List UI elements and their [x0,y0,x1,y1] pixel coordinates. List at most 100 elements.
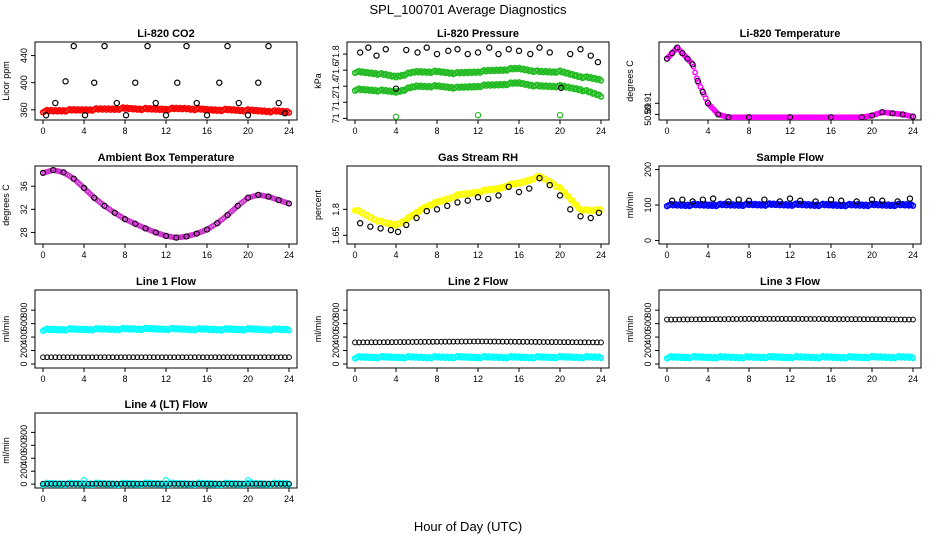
data-point [77,480,83,487]
data-point [191,480,198,487]
data-point [540,339,547,345]
data-point [224,480,231,487]
data-point [282,354,288,361]
data-point [725,316,732,322]
data-point [367,223,374,230]
data-point [454,199,461,206]
x-tick-label: 0 [40,126,45,136]
data-point [48,354,55,361]
data-point [389,339,395,346]
y-tick-label: 600 [331,316,341,331]
data-point [403,46,410,54]
data-point [745,114,753,121]
data-point [257,480,264,487]
y-tick-label: 50.89 [643,103,653,126]
data-point [464,197,471,204]
data-point [72,354,79,361]
data-point [844,316,851,323]
data-point [91,79,98,86]
data-point [261,480,268,487]
data-point [269,354,276,361]
data-point [721,316,728,323]
data-point [417,339,424,345]
data-point [766,316,773,322]
data-point [520,338,526,345]
data-point [828,316,834,322]
data-point [438,338,445,345]
data-point [597,77,605,84]
x-tick-label: 4 [705,126,710,136]
data-point [70,175,77,182]
data-point [401,339,408,345]
data-point [589,339,596,346]
data-point [444,202,451,210]
x-tick-label: 20 [243,250,253,260]
y-axis-label: ml/min [313,316,323,343]
x-tick-label: 4 [81,374,86,384]
x-tick-label: 20 [243,494,253,504]
series-cyan [80,477,252,484]
data-point [679,196,686,203]
data-point [163,354,169,361]
data-point [356,49,364,56]
x-tick-label: 16 [826,250,836,260]
data-point [154,354,161,361]
data-point [505,183,512,190]
data-point [567,50,574,58]
data-point [44,354,50,361]
x-tick-label: 4 [81,250,86,260]
data-point [397,339,404,345]
data-point [174,79,181,86]
data-point [693,75,700,82]
data-point [409,339,416,345]
y-tick-label: 360 [19,102,29,117]
data-point [42,112,50,119]
data-point [277,354,284,361]
data-point [118,354,124,361]
x-tick-label: 16 [202,494,212,504]
x-tick-label: 0 [352,250,357,260]
data-point [77,354,83,361]
data-point [836,316,843,322]
data-point [109,480,116,487]
data-point [152,99,159,107]
data-point [68,354,75,361]
data-point [778,316,785,322]
panel-title: Gas Stream RH [438,152,518,164]
data-point [179,480,186,487]
y-tick-label: 1.8 [331,203,341,216]
data-point [704,100,712,107]
data-point [154,480,161,487]
data-point [204,480,210,487]
data-point [212,354,219,361]
data-point [754,316,761,322]
data-point [138,354,145,361]
x-tick-label: 24 [596,126,606,136]
data-point [171,480,178,487]
data-point [146,480,153,487]
panel-title: Line 4 (LT) Flow [125,399,208,411]
data-point [528,338,535,345]
x-tick-label: 0 [352,374,357,384]
series-black [664,316,916,323]
data-point [377,225,384,232]
series-cyan [351,352,605,362]
y-tick-label: 800 [19,425,29,440]
data-point [191,354,198,361]
data-point [906,195,914,202]
data-point [118,480,124,487]
data-point [203,226,211,233]
data-point [729,316,736,322]
data-point [894,198,901,205]
data-point [906,316,912,323]
data-point [105,480,112,487]
data-point [464,50,471,58]
data-point [85,480,91,487]
x-tick-label: 0 [664,250,669,260]
data-point [144,42,151,50]
data-point [587,52,594,59]
data-point [668,316,674,323]
x-tick-label: 16 [514,250,524,260]
data-point [80,184,88,192]
data-point [544,339,551,345]
